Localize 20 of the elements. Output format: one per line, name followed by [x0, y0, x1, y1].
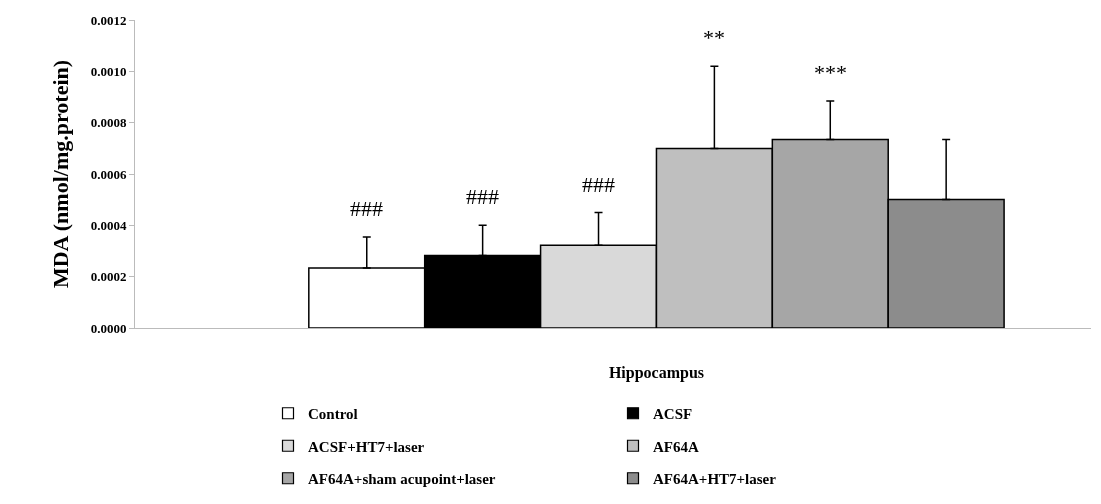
y-tick-label: 0.0002: [90, 269, 127, 285]
y-tick-label: 0.0000: [90, 320, 127, 336]
annotation: ###: [582, 172, 615, 197]
legend-label: AF64A+sham acupoint+laser: [308, 471, 496, 488]
y-tick-label: 0.0010: [90, 63, 127, 79]
annotation: ###: [350, 196, 383, 221]
y-axis-title: MDA (nmol/mg.protein): [48, 59, 74, 289]
y-tick-label: 0.0006: [90, 166, 127, 182]
annotation: **: [703, 25, 725, 50]
x-tick-label: Hippocampus: [608, 364, 705, 383]
annotation: ###: [466, 184, 499, 209]
y-tick-label: 0.0004: [90, 217, 127, 233]
annotation: ***: [814, 60, 847, 85]
legend-label: AF64A: [653, 438, 699, 455]
legend-label: ACSF+HT7+laser: [308, 438, 425, 455]
legend-label: ACSF: [653, 406, 693, 423]
y-tick-label: 0.0012: [90, 12, 127, 28]
legend-label: AF64A+HT7+laser: [653, 471, 777, 488]
legend-label: Control: [308, 406, 358, 423]
y-tick-label: 0.0008: [90, 115, 127, 131]
